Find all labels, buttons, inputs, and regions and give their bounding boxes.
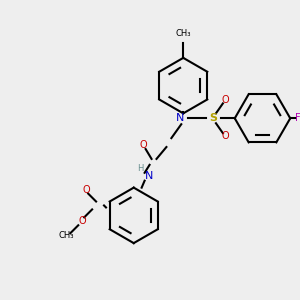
Text: O: O [140, 140, 147, 150]
Text: O: O [78, 216, 86, 226]
Text: O: O [221, 131, 229, 141]
Text: O: O [82, 184, 90, 195]
Text: CH₃: CH₃ [176, 29, 191, 38]
Text: O: O [221, 95, 229, 106]
Text: N: N [144, 171, 153, 181]
Text: H: H [137, 164, 144, 173]
Text: S: S [209, 113, 217, 123]
Text: N: N [176, 113, 184, 123]
Text: F: F [295, 113, 300, 123]
Text: CH₃: CH₃ [58, 231, 74, 240]
